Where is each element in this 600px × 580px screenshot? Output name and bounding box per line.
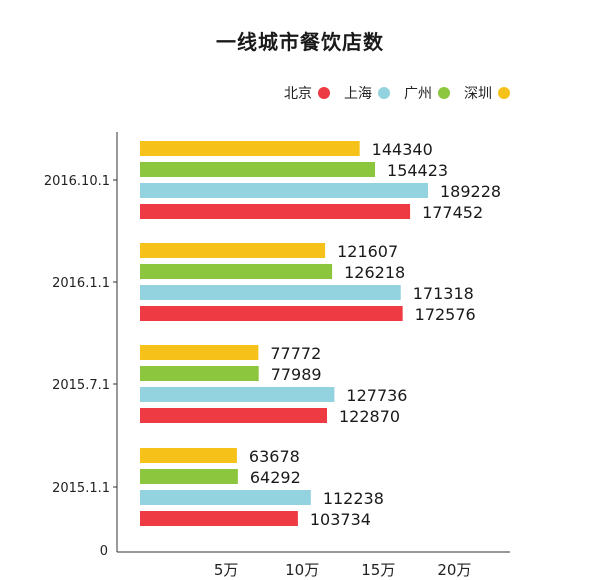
data-label: 177452 [422, 203, 483, 222]
data-label: 154423 [387, 161, 448, 180]
bar [140, 306, 403, 321]
data-label: 103734 [310, 510, 371, 529]
bar [140, 408, 328, 423]
data-label: 122870 [339, 407, 400, 426]
legend-item: 上海 [344, 83, 390, 103]
x-tick-label: 10万 [285, 561, 319, 579]
legend-swatch [378, 87, 390, 99]
category-label: 2015.1.1 [52, 481, 110, 496]
legend-swatch [318, 87, 330, 99]
legend: 北京 上海 广州 深圳 [270, 83, 510, 103]
data-label: 189228 [440, 182, 501, 201]
chart-title: 一线城市餐饮店数 [216, 30, 384, 54]
bar [140, 141, 360, 156]
x-tick-label: 20万 [437, 561, 471, 579]
legend-swatch [438, 87, 450, 99]
legend-item: 广州 [404, 83, 450, 103]
bar [140, 387, 335, 402]
bar [140, 264, 333, 279]
data-label: 144340 [372, 140, 433, 159]
x-tick-label: 15万 [361, 561, 395, 579]
x-tick-label: 5万 [214, 561, 239, 579]
bar [140, 243, 326, 258]
category-label: 2016.1.1 [52, 276, 110, 291]
legend-label: 广州 [404, 86, 432, 102]
bar [140, 285, 401, 300]
bar [140, 162, 376, 177]
data-label: 112238 [323, 489, 384, 508]
bar [140, 345, 259, 360]
bar [140, 366, 259, 381]
bar [140, 204, 411, 219]
legend-swatch [498, 87, 510, 99]
data-label: 172576 [415, 305, 476, 324]
y-origin-label: 0 [100, 544, 108, 559]
data-label: 121607 [337, 242, 398, 261]
bar [140, 490, 311, 505]
legend-label: 深圳 [464, 86, 492, 102]
bar [140, 469, 238, 484]
category-label: 2016.10.1 [44, 174, 110, 189]
legend-label: 上海 [344, 86, 372, 102]
data-label: 171318 [413, 284, 474, 303]
data-label: 64292 [250, 468, 301, 487]
legend-label: 北京 [284, 86, 312, 102]
data-label: 63678 [249, 447, 300, 466]
data-label: 127736 [346, 386, 407, 405]
data-label: 77989 [271, 365, 322, 384]
bar [140, 511, 298, 526]
bar [140, 448, 237, 463]
legend-item: 北京 [284, 83, 330, 103]
legend-item: 深圳 [464, 83, 510, 103]
bar [140, 183, 428, 198]
data-label: 126218 [344, 263, 405, 282]
category-label: 2015.7.1 [52, 378, 110, 393]
data-label: 77772 [270, 344, 321, 363]
